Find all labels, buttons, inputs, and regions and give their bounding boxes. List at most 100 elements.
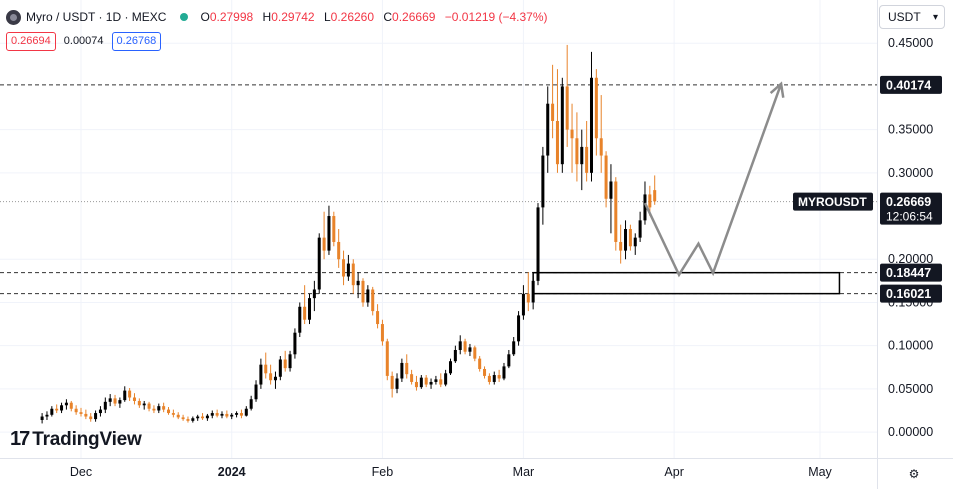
candles <box>40 44 657 424</box>
candle-body <box>332 216 336 242</box>
tradingview-logo-text: TradingView <box>32 428 142 450</box>
candle <box>50 406 54 417</box>
candle-body <box>123 390 127 401</box>
projection-arrowhead <box>769 81 785 98</box>
candle-body <box>453 349 457 362</box>
candle <box>517 311 521 346</box>
price-tick-label: 0.45000 <box>888 36 933 50</box>
candle <box>536 203 540 286</box>
candle-body <box>434 379 438 382</box>
candle-body <box>414 381 418 388</box>
candle <box>337 229 341 268</box>
candle <box>410 369 414 385</box>
candle-body <box>589 77 594 173</box>
candle <box>303 285 307 325</box>
candle-body <box>273 376 277 381</box>
candle-body <box>628 229 632 247</box>
candle <box>45 411 49 420</box>
candle <box>614 177 618 251</box>
candle <box>570 103 574 173</box>
candle <box>74 405 78 415</box>
candle <box>191 416 195 423</box>
candle <box>210 410 214 419</box>
candle-body <box>103 401 107 410</box>
candle-body <box>346 263 350 277</box>
sell-price-button[interactable]: 0.26694 <box>6 31 56 51</box>
candle <box>371 286 375 316</box>
candle <box>468 343 472 357</box>
candle <box>346 254 350 281</box>
candle <box>487 373 491 385</box>
time-tick-label: Dec <box>70 465 92 479</box>
candle <box>512 337 516 357</box>
candle <box>278 356 282 381</box>
level-price-text: 0.40174 <box>886 78 931 92</box>
candle <box>137 398 141 408</box>
candle <box>589 51 594 182</box>
candle <box>541 146 545 225</box>
settings-gear-icon[interactable]: ⚙ <box>908 467 920 481</box>
candle-body <box>79 412 83 414</box>
candle-body <box>259 364 263 385</box>
buy-price-button[interactable]: 0.26768 <box>111 31 162 51</box>
candle <box>483 366 487 379</box>
candle <box>376 304 380 329</box>
candle-body <box>390 375 394 389</box>
candle-body <box>487 375 491 382</box>
candle-body <box>162 406 166 410</box>
candle <box>273 371 277 389</box>
candle-body <box>555 120 559 165</box>
candle-body <box>633 237 637 247</box>
candle-body <box>254 384 258 400</box>
level-price-label: 0.16021 <box>880 284 942 303</box>
candle <box>599 95 603 173</box>
candle <box>108 394 112 407</box>
candle-body <box>361 280 365 303</box>
last-price-text: 0.26669 <box>886 195 931 209</box>
candle <box>298 302 302 338</box>
bid-ask-row: 0.26694 0.00074 0.26768 <box>6 31 162 51</box>
candle-body <box>400 362 404 379</box>
currency-select[interactable]: USDT ▾ <box>879 5 945 29</box>
tradingview-logo[interactable]: 17 TradingView <box>10 428 142 451</box>
candle-body <box>551 103 555 121</box>
change-value: −0.01219 (−4.37%) <box>444 10 548 24</box>
candle-body <box>157 406 161 411</box>
candle-body <box>458 341 462 350</box>
candle <box>113 394 117 407</box>
candle-body <box>342 259 346 277</box>
candle-body <box>507 354 511 367</box>
candle <box>317 233 321 294</box>
candle <box>225 410 229 419</box>
candle-body <box>385 341 389 376</box>
candle <box>327 205 331 255</box>
candle <box>322 211 326 260</box>
candle-body <box>366 289 370 303</box>
candle-body <box>64 402 68 406</box>
candle <box>152 405 156 414</box>
candle <box>609 164 613 234</box>
candle <box>497 369 501 382</box>
symbol-title[interactable]: Myro / USDT · 1D · MEXC <box>26 10 167 24</box>
candle-body <box>575 138 579 165</box>
candle-body <box>502 366 506 379</box>
candle-body <box>278 359 282 377</box>
candle-body <box>210 413 214 416</box>
low-value: 0.26260 <box>330 10 375 24</box>
symbol-tag <box>793 192 873 211</box>
candle <box>205 413 209 421</box>
candle-body <box>147 403 151 409</box>
candle <box>84 409 88 420</box>
price-axis: 0.450000.350000.300000.200000.150000.100… <box>888 36 933 439</box>
candle <box>385 338 389 381</box>
candle <box>653 175 657 205</box>
candle-body <box>614 181 618 242</box>
candle-body <box>84 413 88 417</box>
candle <box>565 44 569 147</box>
candle <box>628 224 632 251</box>
candle <box>580 129 584 191</box>
candle <box>458 335 462 355</box>
candle-body <box>74 408 78 413</box>
candle <box>390 371 394 398</box>
